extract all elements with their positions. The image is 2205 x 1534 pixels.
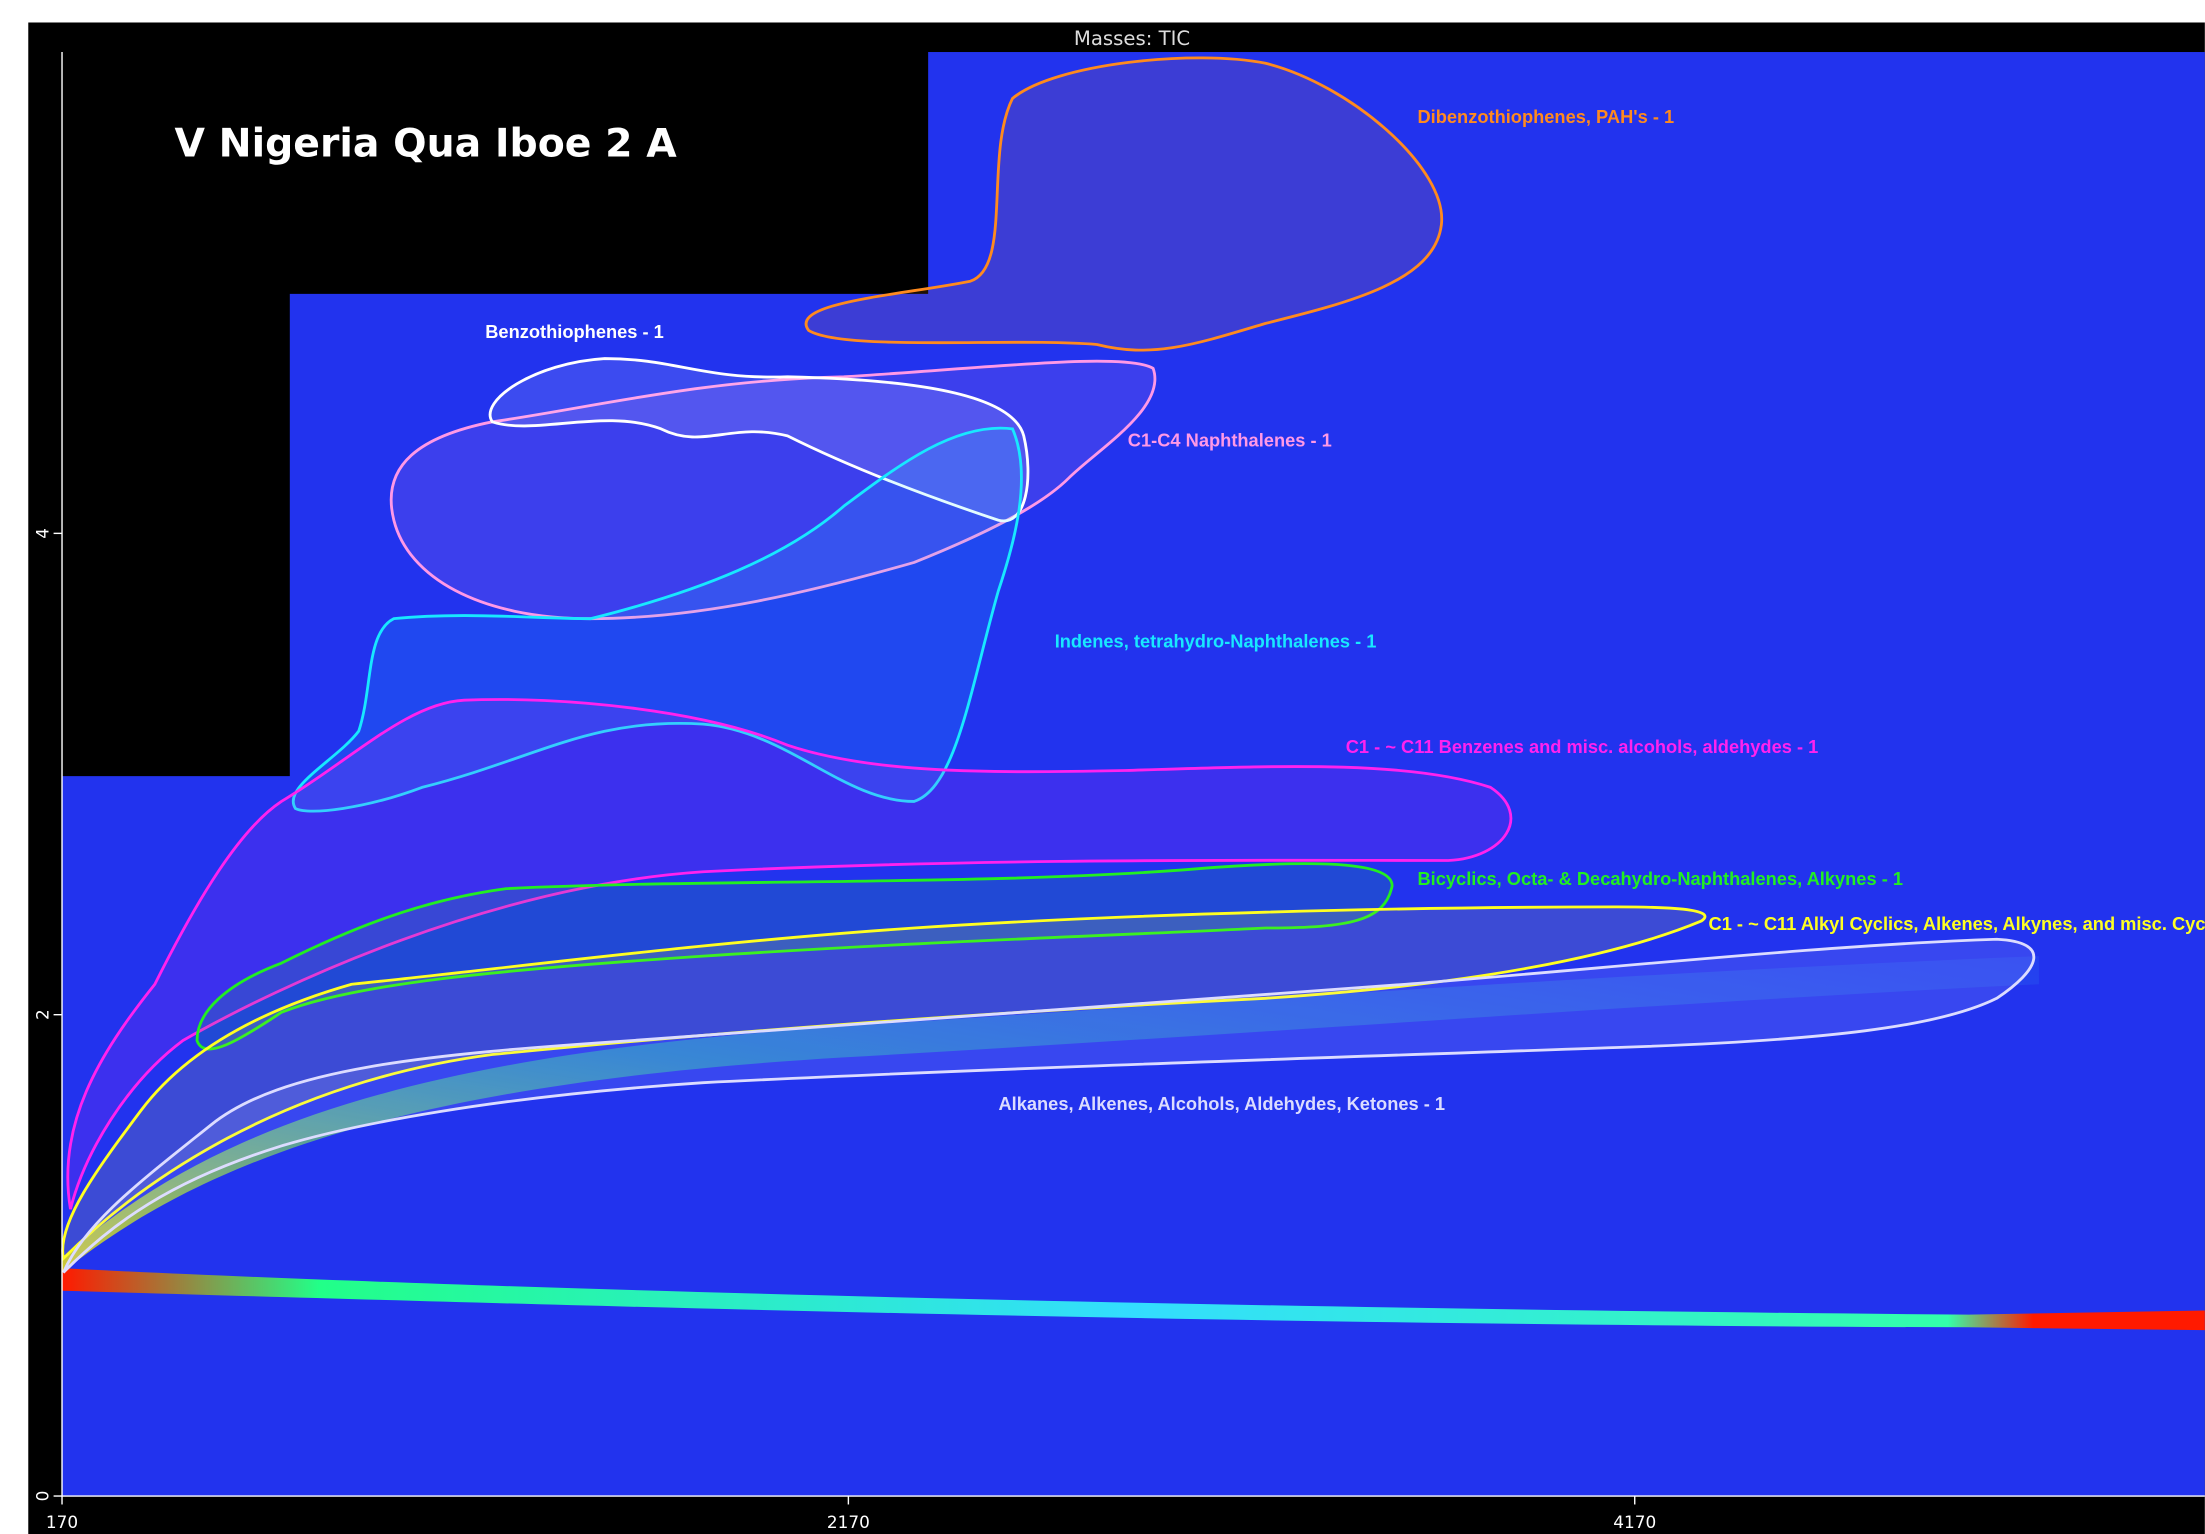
- region-outline: [61, 905, 1707, 1262]
- region-label: C1-C4 Naphthalenes - 1: [1128, 429, 1332, 450]
- region-label: Alkanes, Alkenes, Alcohols, Aldehydes, K…: [998, 1093, 1445, 1114]
- region-outline: [488, 357, 1030, 523]
- region-outline: [389, 359, 1157, 621]
- region-label: Benzothiophenes - 1: [485, 321, 664, 342]
- region-label: Dibenzothiophenes, PAH's - 1: [1417, 106, 1674, 127]
- y-tick-label: 0: [33, 1491, 53, 1502]
- region-outline: [804, 56, 1443, 352]
- y-tick-label: 4: [33, 528, 53, 539]
- region-label: C1 - ~ C11 Benzenes and misc. alcohols, …: [1346, 736, 1819, 757]
- x-tick-label: 170: [46, 1512, 78, 1532]
- region-outline: [291, 426, 1023, 813]
- region-label: Bicyclics, Octa- & Decahydro-Naphthalene…: [1417, 868, 1903, 889]
- ridge: [62, 956, 2039, 1273]
- region-label: Indenes, tetrahydro-Naphthalenes - 1: [1055, 630, 1377, 651]
- region-outline: [195, 862, 1394, 1051]
- y-tick-label: 2: [33, 1009, 53, 1020]
- x-tick-label: 2170: [827, 1512, 870, 1532]
- sample-label: V Nigeria Qua Iboe 2 A: [175, 121, 678, 167]
- x-tick-label: 4170: [1613, 1512, 1656, 1532]
- chart-title: Masses: TIC: [1074, 27, 1190, 50]
- region-outline: [62, 937, 2036, 1274]
- region-outline: [66, 698, 1513, 1210]
- region-label: C1 - ~ C11 Alkyl Cyclics, Alkenes, Alkyn…: [1709, 913, 2205, 934]
- no-data-area: [62, 52, 929, 777]
- column-bleed: [62, 1268, 2205, 1331]
